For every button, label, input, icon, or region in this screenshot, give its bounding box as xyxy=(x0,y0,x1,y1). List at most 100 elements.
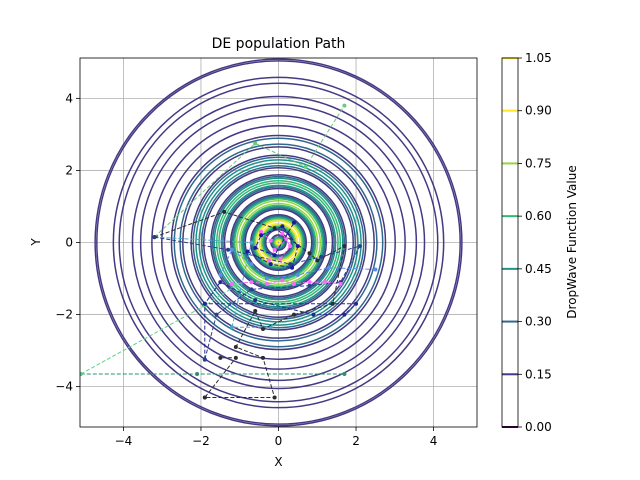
contour-ring xyxy=(256,220,301,265)
contour-ring xyxy=(190,154,367,331)
series-point xyxy=(315,258,320,263)
series-point xyxy=(307,251,312,256)
series-line xyxy=(154,236,361,360)
contour-ring xyxy=(222,186,335,299)
colorbar-tick-label: 1.05 xyxy=(525,51,552,65)
series-point xyxy=(260,355,265,360)
contour-ring xyxy=(151,115,406,370)
contour-ring xyxy=(173,137,384,348)
contour-ring xyxy=(96,60,461,425)
series-point xyxy=(202,301,207,306)
series-point xyxy=(266,258,271,263)
series-point xyxy=(233,345,238,350)
x-tick-label: 2 xyxy=(352,434,360,448)
series-point xyxy=(272,253,277,258)
contour-ring xyxy=(238,202,319,283)
x-axis-ticks: −4 −2 0 2 4 xyxy=(115,427,437,448)
contour-ring xyxy=(234,198,323,287)
colorbar-tick-label: 0.00 xyxy=(525,420,552,434)
series-point xyxy=(307,280,312,285)
grid xyxy=(80,58,477,427)
series-point xyxy=(264,276,269,281)
series-line xyxy=(247,222,299,269)
contour-ring xyxy=(94,58,463,427)
series-point xyxy=(233,355,238,360)
contour-ring xyxy=(203,167,354,318)
series-point xyxy=(288,244,293,249)
series-point xyxy=(202,357,207,362)
series-point xyxy=(295,272,300,277)
y-axis-ticks: −4 −2 0 2 4 xyxy=(55,91,80,394)
colorbar-label: DropWave Function Value xyxy=(565,165,579,318)
contour-ring xyxy=(253,217,304,268)
series-point xyxy=(249,240,254,245)
series-point xyxy=(292,281,297,286)
colorbar-frame xyxy=(501,57,519,428)
series-point xyxy=(253,141,258,146)
colorbar-tick-label: 0.90 xyxy=(525,104,552,118)
x-axis-label: X xyxy=(274,455,282,469)
y-tick-label: 4 xyxy=(65,91,73,105)
series-point xyxy=(292,312,297,317)
series-line xyxy=(154,211,346,398)
contour-ring xyxy=(210,174,347,311)
series-point xyxy=(342,103,347,108)
contour-ring xyxy=(254,218,303,267)
series-point xyxy=(218,355,223,360)
colorbar-tick-label: 0.15 xyxy=(525,367,552,381)
series-point xyxy=(229,325,234,330)
series-point xyxy=(80,372,83,377)
series-point xyxy=(226,247,231,252)
series-point xyxy=(259,229,264,234)
colorbar-tick-label: 0.75 xyxy=(525,156,552,170)
colorbar-tick-label: 0.45 xyxy=(525,262,552,276)
series-point xyxy=(338,281,343,286)
contour-ring xyxy=(220,184,337,301)
colorbar: 0.00 0.15 0.30 0.45 0.60 0.75 0.90 1.05 DropWav… xyxy=(501,51,579,434)
contour-ring xyxy=(118,82,439,403)
contour-ring xyxy=(213,177,344,308)
chart-title: DE population Path xyxy=(212,36,346,52)
series-point xyxy=(319,254,324,259)
series-line xyxy=(260,231,291,262)
series-point xyxy=(202,395,207,400)
series-point xyxy=(218,280,223,285)
x-tick-label: −4 xyxy=(115,434,133,448)
series-point xyxy=(311,312,316,317)
series-point xyxy=(272,247,277,252)
contour-ring xyxy=(263,227,294,258)
series-point xyxy=(233,283,238,288)
series-point xyxy=(290,265,295,270)
contour-lines xyxy=(94,58,463,427)
x-tick-label: −2 xyxy=(192,434,210,448)
contour-ring xyxy=(241,205,316,280)
series-point xyxy=(342,312,347,317)
series-point xyxy=(307,283,312,288)
y-axis-label: Y xyxy=(29,238,43,247)
series-point xyxy=(303,164,308,169)
series-point xyxy=(323,280,328,285)
series-point xyxy=(288,262,293,267)
contour-ring xyxy=(218,182,339,303)
series-point xyxy=(284,236,289,241)
series-point xyxy=(152,235,157,240)
series-point xyxy=(245,249,250,254)
colorbar-ticks: 0.00 0.15 0.30 0.45 0.60 0.75 0.90 1.05 xyxy=(518,51,552,434)
series-point xyxy=(229,281,234,286)
contour-ring xyxy=(195,159,362,326)
contour-ring xyxy=(161,125,396,360)
series-point xyxy=(357,244,362,249)
series-point xyxy=(264,281,269,286)
colorbar-tick-label: 0.60 xyxy=(525,209,552,223)
series-point xyxy=(278,256,283,261)
series-point xyxy=(342,244,347,249)
series-point xyxy=(354,301,359,306)
series-point xyxy=(280,224,285,229)
contour-ring xyxy=(223,187,334,298)
contour-ring xyxy=(272,236,285,249)
series-point xyxy=(280,278,285,283)
contour-ring xyxy=(235,199,322,286)
series-point xyxy=(214,312,219,317)
x-tick-label: 0 xyxy=(275,434,283,448)
